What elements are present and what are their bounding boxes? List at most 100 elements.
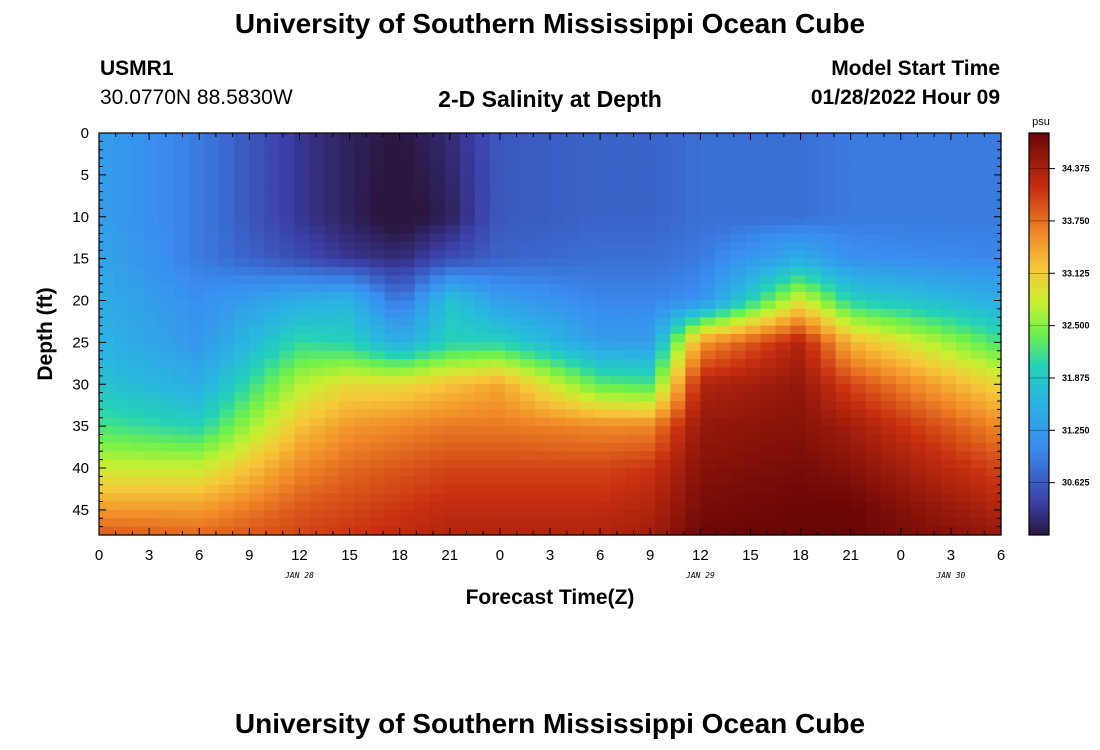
heatmap-cell bbox=[850, 200, 867, 209]
heatmap-cell bbox=[835, 451, 852, 461]
heatmap-cell bbox=[504, 133, 521, 142]
x-tick-label: 9 bbox=[646, 547, 654, 564]
heatmap-cell bbox=[294, 359, 311, 369]
heatmap-cell bbox=[595, 526, 611, 536]
heatmap-cell bbox=[504, 216, 521, 226]
heatmap-cell bbox=[625, 225, 641, 235]
heatmap-cell bbox=[489, 384, 506, 394]
heatmap-cell bbox=[850, 417, 867, 427]
heatmap-cell bbox=[189, 367, 205, 377]
heatmap-cell bbox=[685, 250, 701, 260]
heatmap-cell bbox=[970, 484, 987, 494]
heatmap-cell bbox=[715, 518, 731, 528]
heatmap-cell bbox=[519, 275, 536, 285]
heatmap-cell bbox=[444, 434, 461, 444]
heatmap-cell bbox=[610, 359, 626, 369]
heatmap-cell bbox=[429, 509, 446, 519]
heatmap-cell bbox=[685, 225, 701, 235]
heatmap-cell bbox=[249, 149, 265, 159]
heatmap-cell bbox=[940, 308, 957, 318]
heatmap-cells bbox=[99, 133, 1002, 536]
heatmap-cell bbox=[550, 451, 566, 461]
heatmap-cell bbox=[369, 526, 386, 536]
heatmap-cell bbox=[354, 334, 371, 343]
heatmap-cell bbox=[820, 325, 837, 335]
heatmap-cell bbox=[805, 283, 822, 293]
heatmap-cell bbox=[685, 350, 701, 360]
heatmap-cell bbox=[610, 509, 626, 519]
heatmap-cell bbox=[294, 133, 311, 142]
heatmap-cell bbox=[294, 426, 311, 436]
heatmap-cell bbox=[399, 426, 416, 436]
heatmap-cell bbox=[745, 434, 762, 444]
heatmap-cell bbox=[264, 342, 280, 352]
heatmap-cell bbox=[114, 367, 130, 377]
heatmap-cell bbox=[384, 292, 401, 302]
heatmap-cell bbox=[850, 166, 867, 176]
heatmap-cell bbox=[99, 459, 115, 469]
heatmap-cell bbox=[444, 526, 461, 536]
heatmap-cell bbox=[339, 501, 356, 511]
heatmap-cell bbox=[369, 166, 386, 176]
heatmap-cell bbox=[504, 459, 521, 469]
heatmap-cell bbox=[369, 308, 386, 318]
heatmap-cell bbox=[519, 459, 536, 469]
heatmap-cell bbox=[324, 141, 341, 151]
heatmap-cell bbox=[489, 434, 506, 444]
heatmap-cell bbox=[234, 417, 250, 427]
heatmap-cell bbox=[970, 375, 987, 385]
heatmap-cell bbox=[820, 216, 837, 226]
heatmap-cell bbox=[384, 216, 401, 226]
heatmap-cell bbox=[565, 334, 581, 343]
heatmap-cell bbox=[384, 241, 401, 251]
heatmap-cell bbox=[399, 442, 416, 452]
heatmap-cell bbox=[655, 334, 671, 343]
heatmap-cell bbox=[339, 233, 356, 243]
heatmap-cell bbox=[249, 166, 265, 176]
heatmap-cell bbox=[399, 191, 416, 201]
heatmap-cell bbox=[700, 208, 716, 218]
heatmap-cell bbox=[565, 468, 581, 477]
heatmap-cell bbox=[174, 233, 190, 243]
heatmap-cell bbox=[880, 426, 897, 436]
heatmap-cell bbox=[174, 208, 190, 218]
heatmap-cell bbox=[444, 401, 461, 410]
heatmap-cell bbox=[324, 375, 341, 385]
heatmap-cell bbox=[384, 283, 401, 293]
heatmap-cell bbox=[429, 158, 446, 168]
heatmap-cell bbox=[985, 526, 1002, 536]
heatmap-cell bbox=[369, 191, 386, 201]
heatmap-cell bbox=[685, 476, 701, 486]
heatmap-cell bbox=[399, 375, 416, 385]
heatmap-cell bbox=[384, 158, 401, 168]
heatmap-cell bbox=[519, 501, 536, 511]
heatmap-cell bbox=[805, 417, 822, 427]
heatmap-cell bbox=[955, 442, 972, 452]
heatmap-cell bbox=[640, 451, 656, 461]
heatmap-cell bbox=[640, 359, 656, 369]
heatmap-cell bbox=[294, 174, 311, 184]
heatmap-cell bbox=[715, 233, 731, 243]
heatmap-cell bbox=[610, 325, 626, 335]
heatmap-cell bbox=[700, 392, 716, 402]
heatmap-cell bbox=[910, 258, 927, 268]
heatmap-cell bbox=[910, 292, 927, 302]
heatmap-cell bbox=[880, 459, 897, 469]
heatmap-cell bbox=[129, 250, 145, 260]
heatmap-cell bbox=[279, 174, 296, 184]
heatmap-cell bbox=[459, 149, 476, 159]
heatmap-cell bbox=[880, 133, 897, 142]
heatmap-cell bbox=[204, 350, 220, 360]
heatmap-cell bbox=[880, 518, 897, 528]
heatmap-cell bbox=[174, 501, 190, 511]
heatmap-cell bbox=[174, 350, 190, 360]
heatmap-cell bbox=[985, 484, 1002, 494]
heatmap-cell bbox=[504, 359, 521, 369]
heatmap-cell bbox=[580, 233, 596, 243]
heatmap-cell bbox=[114, 183, 130, 193]
heatmap-cell bbox=[129, 317, 145, 327]
heatmap-cell bbox=[760, 526, 777, 536]
heatmap-cell bbox=[399, 350, 416, 360]
heatmap-cell bbox=[670, 158, 686, 168]
